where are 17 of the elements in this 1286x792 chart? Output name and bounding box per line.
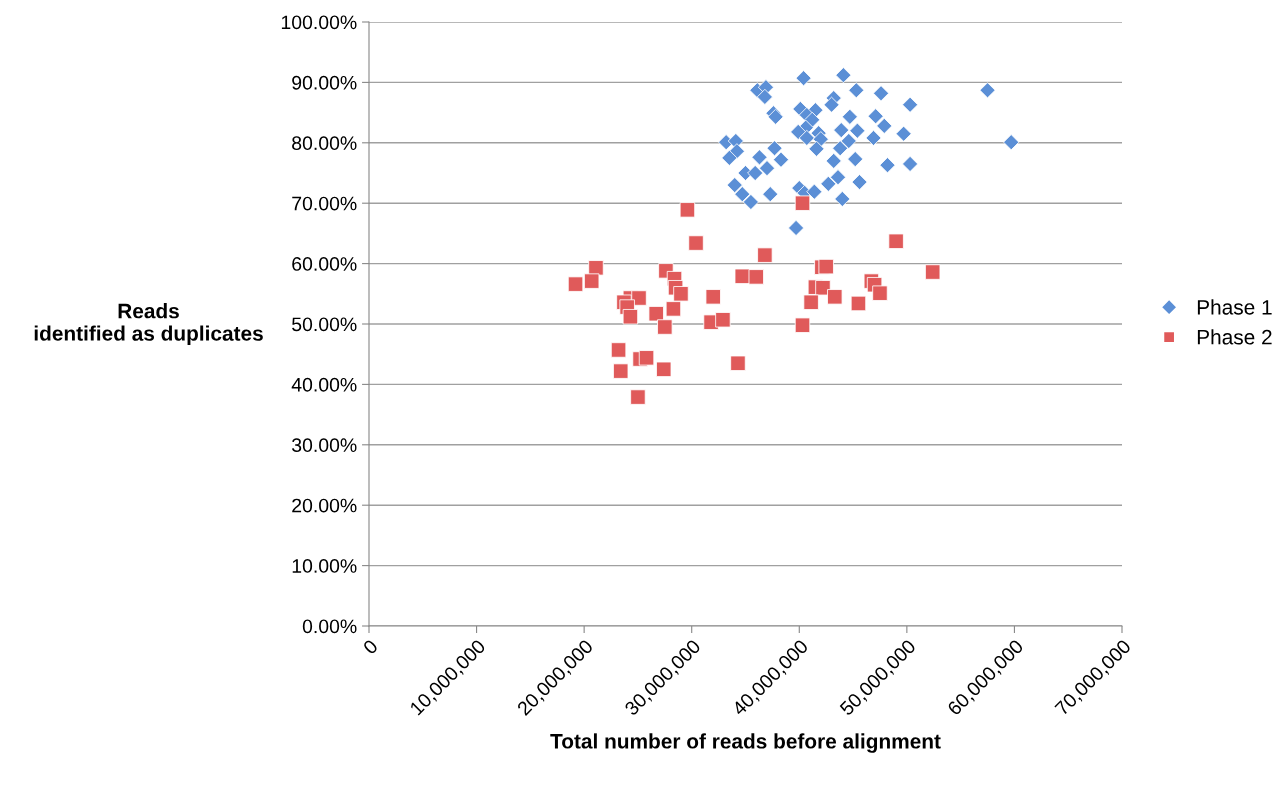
y-tick-label: 90.00% [292,75,357,90]
y-tick-label: 60.00% [292,257,357,271]
y-tick-label: 40.00% [291,377,357,392]
y-tick-label: 100.00% [281,15,357,30]
y-tick-label: 50.00% [292,317,357,332]
x-axis-title: Total number of reads before alignment [550,733,941,753]
y-axis-title: Reads identified as duplicates [34,303,263,345]
y-tick-label: 70.00% [292,196,357,211]
legend-label: Phase 2 [1197,329,1272,345]
y-tick-label: 80.00% [292,136,357,151]
y-tick-label: 30.00% [291,438,357,453]
y-tick-label: 20.00% [292,498,357,513]
x-tick-label: 0 [362,638,379,656]
point [795,70,812,87]
y-tick-label: 10.00% [292,559,357,573]
legend-label: Phase 1 [1197,299,1272,315]
y-tick-label: 0.00% [302,619,357,634]
